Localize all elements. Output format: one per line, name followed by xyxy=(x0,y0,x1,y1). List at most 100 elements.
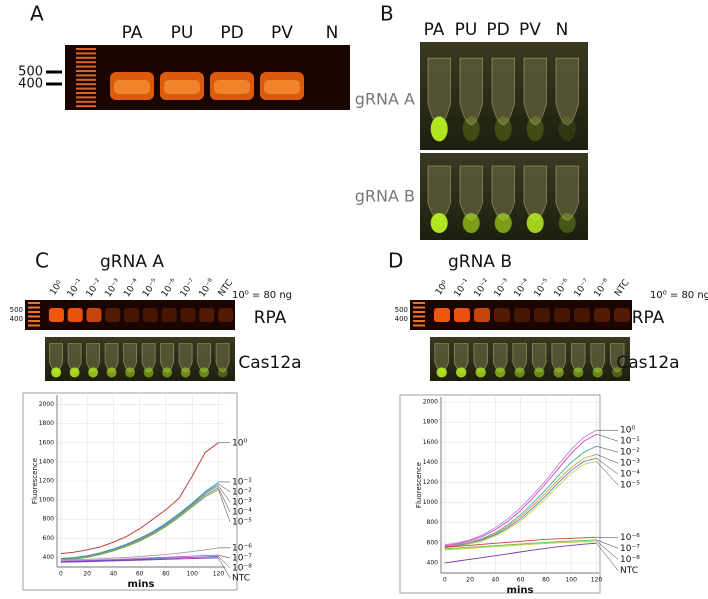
leader-line xyxy=(596,433,619,442)
tube-fluor xyxy=(462,212,480,234)
series-line xyxy=(60,554,219,562)
y-tick-label: 1200 xyxy=(423,479,438,486)
tube xyxy=(215,343,230,373)
tube xyxy=(427,165,451,221)
tube-fluor xyxy=(69,367,80,378)
tube-fluor xyxy=(526,212,544,234)
panel-title: gRNA B xyxy=(448,252,512,272)
tube-fluor xyxy=(217,367,228,378)
row-label: gRNA B xyxy=(355,187,415,206)
series-label: 10⁻¹ xyxy=(232,477,252,487)
lane-label: 10⁻¹ xyxy=(66,277,86,299)
series-label: 10⁻³ xyxy=(620,459,640,469)
ladder-band xyxy=(413,324,425,327)
tube-fluor xyxy=(462,116,480,142)
series-label: 10⁻² xyxy=(232,487,252,497)
series-line xyxy=(60,547,219,561)
ladder-band xyxy=(76,105,96,108)
gel-band xyxy=(494,308,510,322)
tube xyxy=(555,165,579,221)
lane-label: N xyxy=(326,23,339,43)
series-line xyxy=(60,483,219,560)
series-label: 10⁰ xyxy=(620,426,635,436)
gel-band xyxy=(199,308,215,322)
leader-line xyxy=(218,556,231,569)
y-tick-label: 1000 xyxy=(39,497,54,504)
ladder-band xyxy=(76,96,96,99)
lane-label: PD xyxy=(486,20,509,40)
leader-line xyxy=(218,485,231,503)
ladder-band xyxy=(28,320,40,322)
gel xyxy=(65,45,350,110)
ladder-band xyxy=(28,311,40,313)
row-label: Cas12a xyxy=(238,353,301,373)
leader-line xyxy=(218,489,231,523)
tube-fluor xyxy=(143,367,154,378)
x-tick-label: 20 xyxy=(83,571,91,578)
x-tick-label: 0 xyxy=(59,571,63,578)
ladder-band xyxy=(76,61,96,64)
gel-band xyxy=(554,308,570,322)
y-axis-label: Fluorescence xyxy=(415,462,423,508)
lane-label: 10⁻⁸ xyxy=(197,277,217,299)
y-tick-label: 1600 xyxy=(423,439,438,446)
series-line xyxy=(444,539,597,550)
ladder-band xyxy=(28,324,40,327)
gel-band xyxy=(594,308,610,322)
tube xyxy=(491,165,515,221)
tube-fluor xyxy=(573,367,584,378)
y-tick-label: 800 xyxy=(427,519,439,526)
series-label: 10⁻⁴ xyxy=(232,507,252,517)
gel-band xyxy=(142,308,158,322)
tube-fluor xyxy=(51,367,62,378)
x-tick-label: 120 xyxy=(213,571,225,578)
gel-band xyxy=(474,308,490,322)
y-tick-label: 800 xyxy=(43,516,55,523)
leader-line xyxy=(218,557,231,579)
y-tick-label: 600 xyxy=(427,539,439,546)
series-label: NTC xyxy=(620,566,638,576)
row-label: RPA xyxy=(632,308,665,328)
leader-line xyxy=(596,454,619,464)
y-tick-label: 1400 xyxy=(423,459,438,466)
series-line xyxy=(444,542,597,564)
gel-band-core xyxy=(214,80,250,94)
gel-band-core xyxy=(164,80,200,94)
tube-fluor xyxy=(534,367,545,378)
ladder-band xyxy=(28,306,40,309)
x-tick-label: 60 xyxy=(136,571,144,578)
lane-label: 10⁻⁷ xyxy=(179,277,199,299)
lane-label: 10⁰ xyxy=(48,279,65,297)
series-line xyxy=(444,460,597,549)
series-label: NTC xyxy=(232,573,250,583)
tube-fluor xyxy=(88,367,99,378)
gel-band xyxy=(218,308,234,322)
x-tick-label: 120 xyxy=(591,577,603,584)
gel-band xyxy=(67,308,83,322)
row-label: Cas12a xyxy=(616,353,679,373)
series-line xyxy=(444,453,597,548)
panel-label: C xyxy=(35,249,49,273)
tube xyxy=(427,57,451,125)
panel-title: gRNA A xyxy=(100,252,164,272)
y-axis-label: Fluorescence xyxy=(31,458,39,504)
tube xyxy=(459,165,483,221)
lane-label: 10⁻² xyxy=(473,277,493,299)
marker-label: 500 xyxy=(395,306,408,314)
leader-line xyxy=(596,540,619,560)
lane-label: 10⁻⁵ xyxy=(141,277,161,299)
lane-label: PU xyxy=(171,23,194,43)
tube-fluor xyxy=(430,116,448,142)
leader-line xyxy=(218,487,231,513)
x-tick-label: 20 xyxy=(466,577,474,584)
tube-fluor xyxy=(612,367,623,378)
series-label: 10⁻⁸ xyxy=(620,555,640,565)
tube-fluor xyxy=(125,367,136,378)
panel-label: D xyxy=(388,249,403,273)
marker-label: 400 xyxy=(395,315,408,323)
tube xyxy=(523,165,547,221)
y-tick-label: 2000 xyxy=(39,401,54,408)
series-label: 10⁻⁵ xyxy=(620,481,640,491)
leader-line xyxy=(596,461,619,486)
series-label: 10⁻⁸ xyxy=(232,563,252,573)
